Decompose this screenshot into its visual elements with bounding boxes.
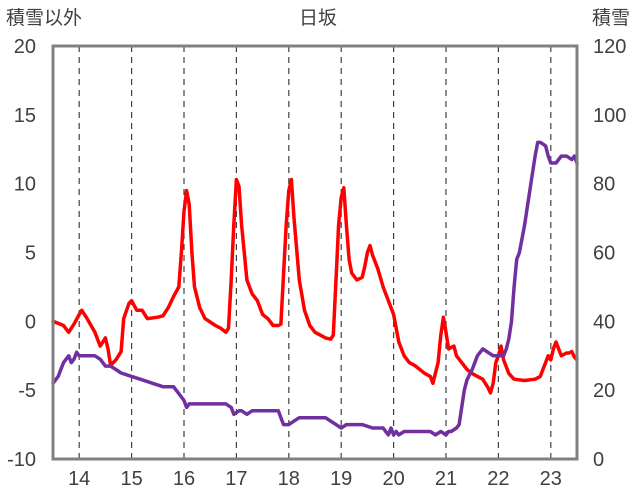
right-tick-label: 20: [593, 380, 615, 402]
left-tick-label: 10: [14, 174, 36, 196]
x-tick-label: 17: [225, 468, 247, 490]
right-tick-label: 80: [593, 174, 615, 196]
x-tick-label: 19: [330, 468, 352, 490]
x-tick-label: 15: [120, 468, 142, 490]
right-tick-label: 0: [593, 449, 604, 471]
left-tick-label: 5: [25, 243, 36, 265]
left-tick-label: 20: [14, 36, 36, 58]
right-tick-label: 120: [593, 36, 626, 58]
right-tick-label: 60: [593, 243, 615, 265]
x-tick-label: 22: [487, 468, 509, 490]
chart-title: 日坂: [299, 7, 337, 29]
left-tick-label: -10: [7, 449, 36, 471]
x-tick-label: 23: [540, 468, 562, 490]
x-tick-label: 14: [68, 468, 90, 490]
right-axis-label: 積雪: [592, 7, 630, 29]
x-tick-label: 20: [382, 468, 404, 490]
left-axis-label: 積雪以外: [6, 7, 82, 29]
left-tick-label: -5: [18, 380, 36, 402]
tick-labels: -10 -5 0 5 10 15 20 0 20 40 60 80 100 120 14 15 16 17 18 19…: [7, 36, 626, 490]
series-lines: [51, 140, 579, 437]
series-line-right: [51, 140, 579, 437]
right-tick-label: 40: [593, 311, 615, 333]
plot-frame: [51, 44, 579, 461]
x-tick-label: 21: [435, 468, 457, 490]
left-tick-label: 0: [25, 311, 36, 333]
x-tick-label: 16: [173, 468, 195, 490]
left-tick-label: 15: [14, 105, 36, 127]
x-tick-label: 18: [278, 468, 300, 490]
right-tick-label: 100: [593, 105, 626, 127]
grid-lines: [78, 46, 552, 459]
series-line-left: [51, 177, 579, 395]
